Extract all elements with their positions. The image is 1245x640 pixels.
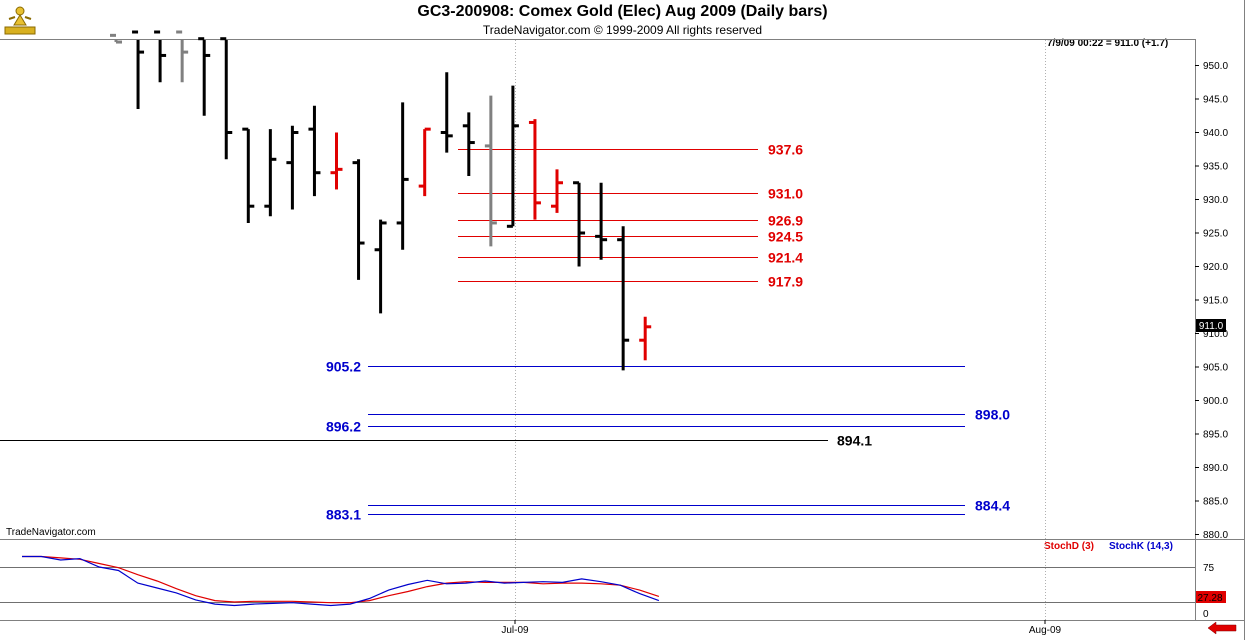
- price-axis-label: 925.0: [1203, 229, 1228, 240]
- stoch-value-box: [1196, 591, 1226, 603]
- stochastic-panel: 0 75: [0, 555, 1215, 620]
- level-label: 917.9: [768, 274, 803, 290]
- level-label: 924.5: [768, 229, 803, 245]
- price-axis-label: 935.0: [1203, 162, 1228, 173]
- price-axis-label: 930.0: [1203, 195, 1228, 206]
- stoch-value-label: 27.28: [1197, 593, 1222, 604]
- trader-figure-icon[interactable]: [3, 3, 37, 37]
- level-label: 931.0: [768, 186, 803, 202]
- level-label: 937.6: [768, 142, 803, 158]
- price-axis-label: 880.0: [1203, 530, 1228, 541]
- stoch-line-stochk: [22, 555, 660, 607]
- stoch-axis-label: 0: [1203, 609, 1209, 620]
- price-axis-label: 890.0: [1203, 463, 1228, 474]
- chart-title: GC3-200908: Comex Gold (Elec) Aug 2009 (…: [417, 3, 828, 20]
- legend-stochk: StochK (14,3): [1109, 541, 1173, 552]
- price-axis-label: 915.0: [1203, 296, 1228, 307]
- price-axis-label: 905.0: [1203, 363, 1228, 374]
- red-left-arrow-icon[interactable]: [1207, 621, 1237, 635]
- price-axis: 880.0 885.0 890.0 895.0 900.0 905.0 910.0 915.0…: [1195, 61, 1228, 541]
- price-axis-label: 895.0: [1203, 430, 1228, 441]
- price-bars: [110, 30, 652, 371]
- last-price-box: [1196, 319, 1226, 332]
- stoch-axis-label: 75: [1203, 563, 1215, 574]
- level-label: 898.0: [975, 407, 1010, 423]
- price-axis-label: 910.0: [1203, 329, 1228, 340]
- level-label: 921.4: [768, 250, 803, 266]
- legend-stochd: StochD (3): [1044, 541, 1094, 552]
- stoch-line-stochd: [22, 555, 660, 604]
- level-label: 896.2: [326, 419, 361, 435]
- level-label: 926.9: [768, 213, 803, 229]
- price-axis-label: 940.0: [1203, 128, 1228, 139]
- price-axis-label: 885.0: [1203, 497, 1228, 508]
- date-axis: Jul-09 Aug-09: [501, 620, 1062, 636]
- date-axis-label: Aug-09: [1029, 625, 1062, 636]
- price-axis-label: 900.0: [1203, 396, 1228, 407]
- date-axis-label: Jul-09: [501, 625, 529, 636]
- price-axis-label: 945.0: [1203, 95, 1228, 106]
- copyright-line: TradeNavigator.com © 1999-2009 All right…: [482, 23, 763, 37]
- level-label: 905.2: [326, 359, 361, 375]
- level-label: 894.1: [837, 433, 872, 449]
- level-label: 884.4: [975, 498, 1010, 514]
- last-price-label: 911.0: [1199, 321, 1224, 332]
- price-axis-label: 920.0: [1203, 262, 1228, 273]
- price-readout: 7/9/09 00:22 = 911.0 (+1.7): [1047, 38, 1169, 49]
- level-label: 883.1: [326, 507, 361, 523]
- price-axis-label: 950.0: [1203, 61, 1228, 72]
- watermark: TradeNavigator.com: [6, 527, 96, 538]
